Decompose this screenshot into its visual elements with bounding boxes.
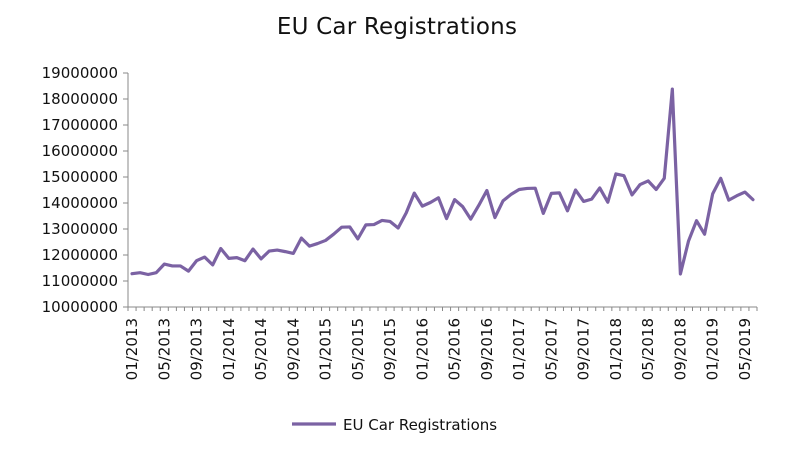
x-tick-label: 01/2014 xyxy=(220,318,238,380)
y-tick-label: 10000000 xyxy=(42,298,118,316)
x-tick-label: 09/2013 xyxy=(188,318,206,380)
y-axis-ticks: 10000000 11000000 12000000 13000000 14000000… xyxy=(42,64,128,316)
x-tick-label: 01/2016 xyxy=(413,318,431,380)
x-tick-label: 09/2016 xyxy=(478,318,496,380)
y-tick-label: 12000000 xyxy=(42,246,118,264)
x-axis-ticks: 01/2013 05/2013 09/2013 01/2014 05/2014 09/20… xyxy=(123,307,758,380)
y-tick-label: 16000000 xyxy=(42,142,118,160)
series-lines xyxy=(130,87,755,277)
legend: EU Car Registrations xyxy=(292,416,497,434)
x-tick-label: 01/2015 xyxy=(317,318,335,380)
x-tick-label: 05/2016 xyxy=(446,318,464,380)
x-tick-label: 01/2013 xyxy=(123,318,141,380)
series-line-0 xyxy=(130,87,755,277)
y-tick-label: 17000000 xyxy=(42,116,118,134)
x-tick-label: 09/2015 xyxy=(381,318,399,380)
x-tick-label: 09/2018 xyxy=(671,318,689,380)
y-tick-label: 13000000 xyxy=(42,220,118,238)
x-tick-label: 09/2017 xyxy=(575,318,593,380)
x-tick-label: 01/2019 xyxy=(704,318,722,380)
x-tick-label: 05/2013 xyxy=(155,318,173,380)
y-tick-label: 18000000 xyxy=(42,90,118,108)
x-tick-label: 09/2014 xyxy=(284,318,302,380)
chart-axes xyxy=(127,73,757,308)
y-tick-label: 19000000 xyxy=(42,64,118,82)
chart-title: EU Car Registrations xyxy=(276,14,518,40)
x-tick-label: 05/2014 xyxy=(252,318,270,380)
x-tick-label: 05/2015 xyxy=(349,318,367,380)
x-tick-label: 01/2017 xyxy=(510,318,528,380)
legend-label: EU Car Registrations xyxy=(343,416,497,434)
x-tick-label: 05/2018 xyxy=(639,318,657,380)
x-tick-label: 05/2019 xyxy=(736,318,754,380)
y-tick-label: 14000000 xyxy=(42,194,118,212)
x-tick-label: 05/2017 xyxy=(542,318,560,380)
y-tick-label: 11000000 xyxy=(42,272,118,290)
y-tick-label: 15000000 xyxy=(42,168,118,186)
x-tick-label: 01/2018 xyxy=(607,318,625,380)
